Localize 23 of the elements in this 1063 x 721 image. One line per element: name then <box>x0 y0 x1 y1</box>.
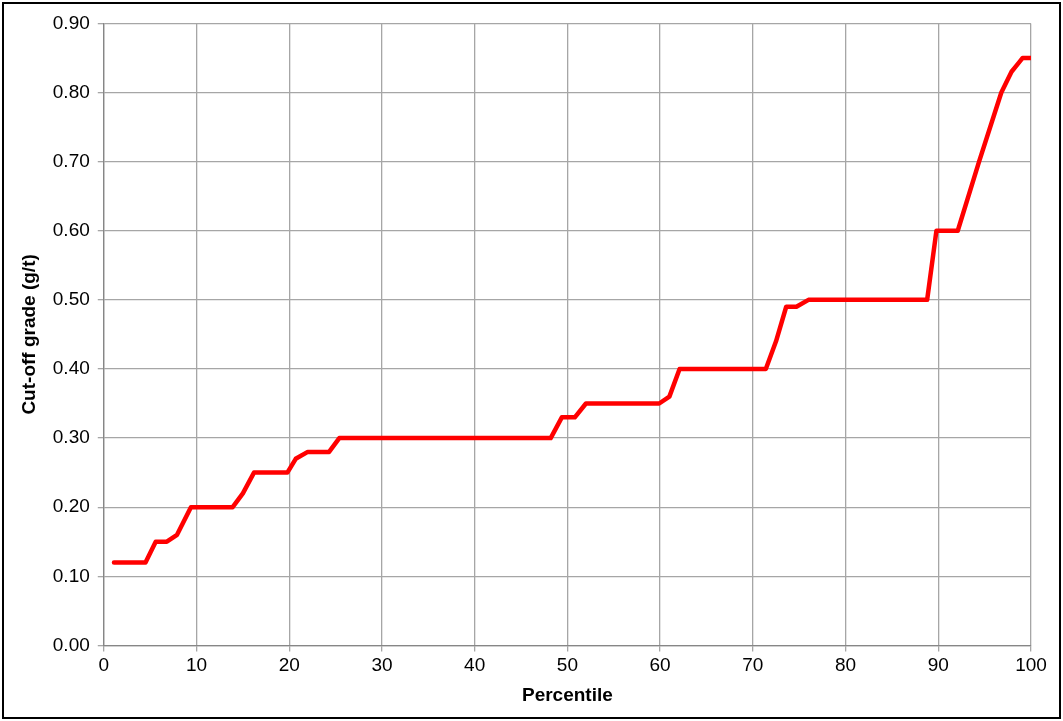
y-tick-label: 0.00 <box>52 633 90 655</box>
y-tick-label: 0.90 <box>52 11 90 33</box>
y-tick-label: 0.40 <box>52 357 90 379</box>
y-tick-label: 0.30 <box>52 426 90 448</box>
x-tick-label: 0 <box>98 654 110 676</box>
x-axis-title: Percentile <box>521 683 613 705</box>
y-tick-label: 0.20 <box>52 495 90 517</box>
x-tick-label: 40 <box>464 654 486 676</box>
y-tick-label: 0.60 <box>52 218 90 240</box>
x-tick-label: 100 <box>1015 654 1047 676</box>
y-tick-label: 0.50 <box>52 288 90 310</box>
y-tick-label: 0.10 <box>52 564 90 586</box>
y-tick-label: 0.70 <box>52 149 90 171</box>
y-tick-label: 0.80 <box>52 80 90 102</box>
x-tick-label: 50 <box>556 654 578 676</box>
x-tick-label: 60 <box>649 654 671 676</box>
x-tick-label: 70 <box>742 654 764 676</box>
x-tick-label: 10 <box>185 654 208 676</box>
x-tick-label: 90 <box>927 654 949 676</box>
x-tick-label: 30 <box>371 654 393 676</box>
x-tick-label: 80 <box>834 654 857 676</box>
x-tick-label: 20 <box>278 654 300 676</box>
y-axis-title: Cut-off grade (g/t) <box>17 254 39 415</box>
